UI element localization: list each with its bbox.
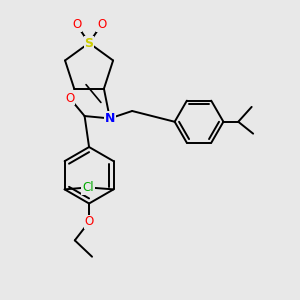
Text: Cl: Cl [83, 182, 95, 194]
Text: Cl: Cl [82, 182, 94, 194]
Text: O: O [65, 92, 74, 105]
Text: O: O [72, 18, 81, 31]
Text: S: S [85, 37, 94, 50]
Text: N: N [105, 112, 115, 125]
Text: O: O [84, 215, 94, 228]
Text: O: O [97, 18, 106, 31]
